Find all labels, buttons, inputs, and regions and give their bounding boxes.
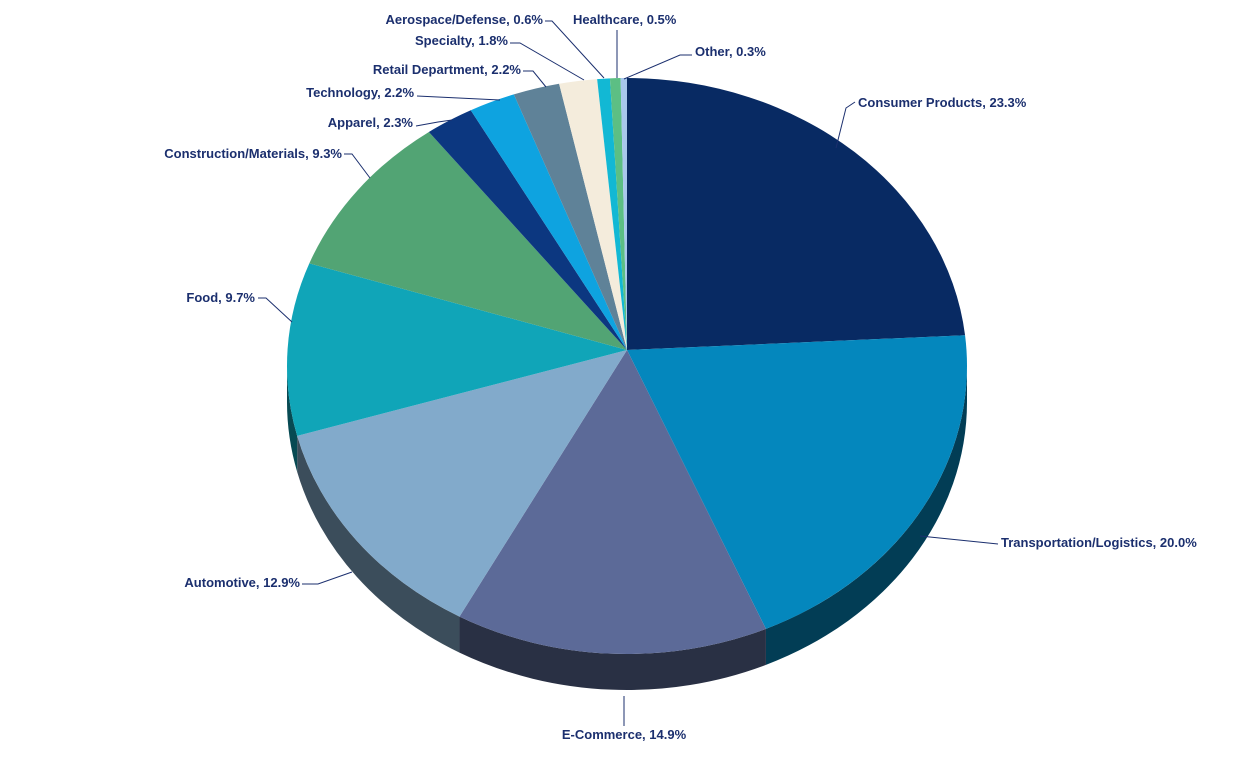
leader-line-transportation-logistics [919, 535, 999, 545]
data-label-construction-materials: Construction/Materials, 9.3% [164, 146, 342, 161]
slice-specialty[interactable] [559, 79, 627, 350]
leader-line-consumer-products [835, 101, 856, 149]
slice-other[interactable] [620, 78, 627, 350]
slice-food[interactable] [287, 263, 627, 436]
data-label-technology: Technology, 2.2% [306, 85, 414, 100]
slice-transportation-logistics[interactable] [627, 335, 967, 629]
data-label-e-commerce: E-Commerce, 14.9% [562, 727, 687, 742]
leader-line-construction-materials [344, 153, 371, 179]
pie-slices [287, 78, 967, 655]
data-label-transportation-logistics: Transportation/Logistics, 20.0% [1001, 535, 1197, 550]
leader-line-aerospace-defense [545, 20, 605, 79]
slice-consumer-products[interactable] [627, 78, 966, 350]
leader-line-retail-department [523, 70, 547, 88]
data-label-consumer-products: Consumer Products, 23.3% [858, 95, 1027, 110]
leader-line-apparel [415, 119, 453, 127]
side-wall-e-commerce [459, 616, 766, 690]
data-labels: Consumer Products, 23.3% Transportation/L… [164, 12, 1197, 742]
side-wall-transportation-logistics [765, 366, 967, 665]
slice-aerospace-defense[interactable] [597, 78, 627, 350]
pie-side-walls [287, 366, 967, 690]
leader-line-food [258, 297, 293, 323]
data-label-automotive: Automotive, 12.9% [184, 575, 300, 590]
leader-lines [258, 20, 999, 726]
slice-retail-department[interactable] [513, 83, 627, 350]
leader-line-technology [416, 95, 501, 101]
data-label-apparel: Apparel, 2.3% [328, 115, 414, 130]
data-label-food: Food, 9.7% [186, 290, 255, 305]
slice-technology[interactable] [470, 94, 627, 350]
slice-healthcare[interactable] [609, 78, 627, 351]
leader-line-other [623, 54, 692, 80]
leader-line-specialty [510, 42, 585, 81]
side-wall-food [287, 366, 298, 472]
data-label-healthcare: Healthcare, 0.5% [573, 12, 677, 27]
data-label-specialty: Specialty, 1.8% [415, 33, 508, 48]
side-wall-automotive [297, 435, 460, 653]
slice-apparel[interactable] [428, 110, 627, 350]
data-label-aerospace-defense: Aerospace/Defense, 0.6% [385, 12, 543, 27]
slice-construction-materials[interactable] [309, 131, 627, 350]
slice-e-commerce[interactable] [459, 350, 766, 655]
data-label-other: Other, 0.3% [695, 44, 766, 59]
data-label-retail-department: Retail Department, 2.2% [373, 62, 522, 77]
slice-automotive[interactable] [297, 350, 627, 617]
leader-line-automotive [302, 571, 353, 585]
